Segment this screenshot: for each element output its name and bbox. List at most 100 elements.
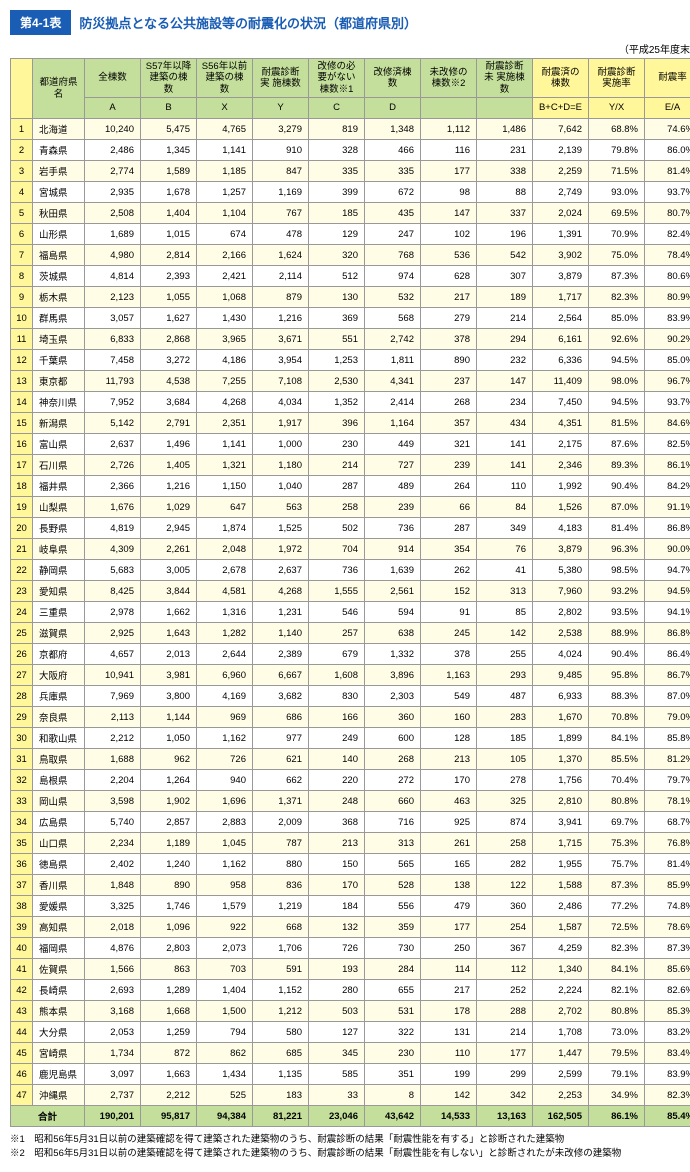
cell-B: 2,013 [141, 644, 197, 665]
cell-D: 466 [365, 140, 421, 161]
cell-B: 3,981 [141, 665, 197, 686]
cell-D: 449 [365, 434, 421, 455]
cell-EA: 79.0% [645, 707, 690, 728]
cell-C: 1,253 [309, 350, 365, 371]
cell-EA: 74.8% [645, 896, 690, 917]
cell-U: 262 [421, 560, 477, 581]
cell-A: 1,688 [85, 749, 141, 770]
cell-A: 2,737 [85, 1085, 141, 1106]
cell-EA: 86.8% [645, 518, 690, 539]
cell-X: 6,960 [197, 665, 253, 686]
sub-YX: Y/X [589, 98, 645, 119]
cell-A: 7,458 [85, 350, 141, 371]
cell-B: 1,404 [141, 203, 197, 224]
cell-V: 288 [477, 1001, 533, 1022]
cell-V: 214 [477, 308, 533, 329]
cell-Y: 1,216 [253, 308, 309, 329]
row-index: 24 [11, 602, 33, 623]
cell-A: 2,726 [85, 455, 141, 476]
col-E: 耐震済の 棟数 [533, 59, 589, 98]
cell-E: 4,351 [533, 413, 589, 434]
cell-U: 268 [421, 392, 477, 413]
cell-C: 345 [309, 1043, 365, 1064]
sub-Y: Y [253, 98, 309, 119]
cell-D: 335 [365, 161, 421, 182]
cell-E: 2,259 [533, 161, 589, 182]
sub-A: A [85, 98, 141, 119]
cell-C: 704 [309, 539, 365, 560]
cell-X: 2,883 [197, 812, 253, 833]
data-table: 都道府県名 全棟数 S57年以降 建築の棟数 S56年以前 建築の棟数 耐震診断… [10, 58, 690, 1127]
cell-pref: 山口県 [33, 833, 85, 854]
cell-pref: 熊本県 [33, 1001, 85, 1022]
row-index: 29 [11, 707, 33, 728]
row-index: 8 [11, 266, 33, 287]
cell-E: 2,810 [533, 791, 589, 812]
cell-D: 272 [365, 770, 421, 791]
cell-Y: 2,009 [253, 812, 309, 833]
table-row: 11埼玉県6,8332,8683,9653,6715512,7423782946… [11, 329, 690, 350]
table-row: 34広島県5,7402,8572,8832,0093687169258743,9… [11, 812, 690, 833]
cell-A: 2,123 [85, 287, 141, 308]
cell-B: 5,475 [141, 119, 197, 140]
total-label: 合計 [11, 1106, 85, 1127]
cell-Y: 563 [253, 497, 309, 518]
cell-A: 1,734 [85, 1043, 141, 1064]
cell-E: 2,139 [533, 140, 589, 161]
cell-V: 338 [477, 161, 533, 182]
cell-EA: 80.7% [645, 203, 690, 224]
cell-V: 434 [477, 413, 533, 434]
cell-D: 672 [365, 182, 421, 203]
total-X: 94,384 [197, 1106, 253, 1127]
cell-V: 282 [477, 854, 533, 875]
cell-C: 220 [309, 770, 365, 791]
cell-pref: 群馬県 [33, 308, 85, 329]
cell-V: 254 [477, 917, 533, 938]
cell-A: 2,113 [85, 707, 141, 728]
cell-V: 542 [477, 245, 533, 266]
cell-C: 258 [309, 497, 365, 518]
cell-V: 313 [477, 581, 533, 602]
col-U: 未改修の 棟数※2 [421, 59, 477, 98]
cell-pref: 青森県 [33, 140, 85, 161]
cell-X: 1,162 [197, 854, 253, 875]
cell-YX: 69.7% [589, 812, 645, 833]
cell-U: 66 [421, 497, 477, 518]
table-row: 15新潟県5,1422,7912,3511,9173961,1643574344… [11, 413, 690, 434]
cell-V: 874 [477, 812, 533, 833]
cell-C: 368 [309, 812, 365, 833]
cell-C: 214 [309, 455, 365, 476]
cell-YX: 87.3% [589, 266, 645, 287]
row-index: 43 [11, 1001, 33, 1022]
cell-YX: 69.5% [589, 203, 645, 224]
cell-E: 3,941 [533, 812, 589, 833]
cell-EA: 93.7% [645, 392, 690, 413]
cell-Y: 7,108 [253, 371, 309, 392]
cell-X: 2,351 [197, 413, 253, 434]
cell-D: 1,164 [365, 413, 421, 434]
cell-A: 2,234 [85, 833, 141, 854]
cell-U: 925 [421, 812, 477, 833]
cell-pref: 奈良県 [33, 707, 85, 728]
col-B: S57年以降 建築の棟数 [141, 59, 197, 98]
cell-V: 349 [477, 518, 533, 539]
cell-C: 280 [309, 980, 365, 1001]
cell-U: 152 [421, 581, 477, 602]
cell-E: 9,485 [533, 665, 589, 686]
cell-U: 463 [421, 791, 477, 812]
cell-U: 264 [421, 476, 477, 497]
cell-Y: 787 [253, 833, 309, 854]
cell-B: 1,264 [141, 770, 197, 791]
cell-E: 1,447 [533, 1043, 589, 1064]
cell-C: 819 [309, 119, 365, 140]
cell-X: 4,268 [197, 392, 253, 413]
table-row: 14神奈川県7,9523,6844,2684,0341,3522,4142682… [11, 392, 690, 413]
cell-D: 730 [365, 938, 421, 959]
cell-A: 2,693 [85, 980, 141, 1001]
cell-E: 1,992 [533, 476, 589, 497]
row-index: 18 [11, 476, 33, 497]
cell-V: 177 [477, 1043, 533, 1064]
cell-YX: 71.5% [589, 161, 645, 182]
cell-V: 142 [477, 623, 533, 644]
cell-Y: 847 [253, 161, 309, 182]
